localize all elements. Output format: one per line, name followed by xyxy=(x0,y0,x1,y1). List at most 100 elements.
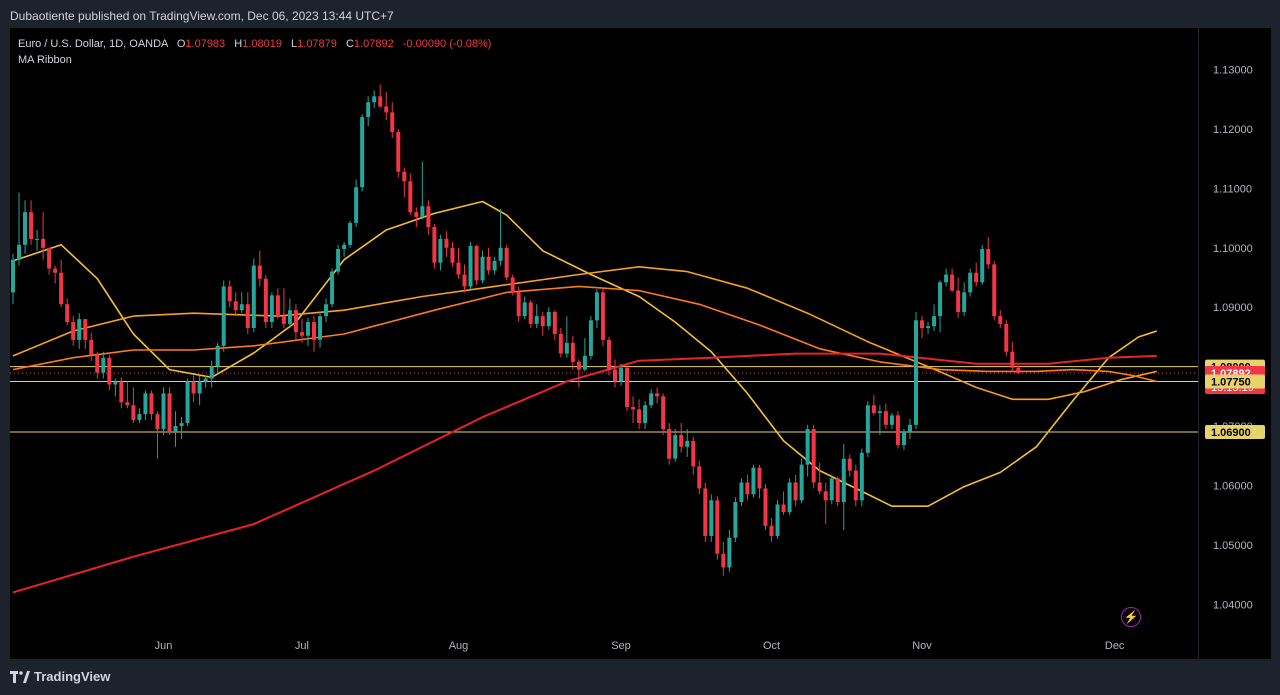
candle xyxy=(938,280,943,333)
candle xyxy=(576,359,581,388)
candle-body xyxy=(438,238,443,263)
candle xyxy=(492,256,497,275)
candle-body xyxy=(191,381,196,394)
candle-body xyxy=(161,393,166,430)
candle-body xyxy=(986,249,991,265)
candle-body xyxy=(372,96,377,103)
candle xyxy=(257,250,262,287)
price-tick-label: 1.12000 xyxy=(1213,124,1253,136)
candle-body xyxy=(227,286,232,302)
candle xyxy=(384,92,389,121)
ma_slow-line xyxy=(12,285,1157,383)
candle-body xyxy=(131,405,136,421)
price-tick-label: 1.13000 xyxy=(1213,65,1253,77)
candle-body xyxy=(932,316,937,327)
candle xyxy=(745,474,750,501)
candle-body xyxy=(420,206,425,217)
candle xyxy=(408,173,413,216)
candle-body xyxy=(558,333,563,354)
candle-body xyxy=(613,369,617,382)
candle xyxy=(895,411,900,449)
candle-body xyxy=(787,482,792,513)
candle xyxy=(360,114,365,192)
candle-body xyxy=(980,249,985,283)
candle-body xyxy=(450,247,455,263)
candle-body xyxy=(17,244,22,260)
candle xyxy=(823,482,828,525)
candle xyxy=(907,418,912,440)
candle-body xyxy=(968,272,973,293)
candle-body xyxy=(47,247,52,269)
candle xyxy=(733,497,738,542)
legend-change: -0.00090 (-0.08%) xyxy=(402,38,492,50)
ma_long-line xyxy=(12,352,1157,594)
candle-body xyxy=(661,396,666,430)
candle xyxy=(625,365,630,412)
candle xyxy=(528,300,533,329)
price-tick-label: 1.05000 xyxy=(1213,540,1253,552)
candle-body xyxy=(751,467,756,495)
candle-body xyxy=(757,467,762,489)
candle xyxy=(661,393,666,435)
candle-body xyxy=(727,537,732,568)
candle-body xyxy=(23,212,28,245)
tradingview-logo[interactable]: TradingView xyxy=(10,669,110,684)
candle xyxy=(998,310,1003,329)
candle xyxy=(41,212,46,260)
legend-ohlc-row: Euro / U.S. Dollar, 1D, OANDA O1.07983 H… xyxy=(18,36,491,52)
candle xyxy=(853,464,858,507)
candlestick-chart[interactable]: Jun Jul Aug Sep Oct Nov Dec xyxy=(10,28,1198,659)
candle xyxy=(594,289,599,329)
candle xyxy=(679,423,684,453)
candle-body xyxy=(360,117,365,188)
legend-close-label: C xyxy=(345,38,354,50)
candle xyxy=(847,454,852,477)
candle-body xyxy=(709,500,714,536)
candle-body xyxy=(77,319,82,340)
candle xyxy=(354,179,359,228)
candle xyxy=(709,494,714,542)
candle xyxy=(691,436,696,475)
candle xyxy=(883,403,888,430)
candle-body xyxy=(312,322,316,340)
price-level-tag[interactable]: 1.07750 xyxy=(1205,374,1265,389)
price-level-tag[interactable]: 1.06900 xyxy=(1205,424,1265,439)
candle xyxy=(950,268,955,293)
candle-body xyxy=(348,222,353,245)
candle-body xyxy=(486,256,491,271)
candle xyxy=(372,90,377,109)
candle xyxy=(155,411,160,459)
candle xyxy=(974,262,979,287)
candle xyxy=(450,241,455,267)
candle xyxy=(287,298,292,329)
candle xyxy=(149,390,154,421)
candle xyxy=(293,304,298,340)
candle-body xyxy=(938,282,943,317)
publish-text: Dubaotiente published on TradingView.com… xyxy=(10,9,394,23)
candle xyxy=(552,310,557,340)
candle xyxy=(53,265,58,284)
candle-body xyxy=(769,525,774,536)
legend-close-value: 1.07892 xyxy=(353,38,394,50)
candle xyxy=(221,280,226,352)
candle xyxy=(817,462,822,495)
candle-body xyxy=(179,423,184,427)
chart-pane[interactable]: Jun Jul Aug Sep Oct Nov Dec xyxy=(10,28,1198,659)
candle-body xyxy=(41,238,46,248)
candle-body xyxy=(197,381,202,394)
candle xyxy=(932,304,937,331)
tradingview-logo-icon xyxy=(10,670,30,683)
price-tag-bg xyxy=(1205,424,1265,439)
candle xyxy=(173,411,178,447)
candle xyxy=(697,460,702,495)
legend-indicator[interactable]: MA Ribbon xyxy=(18,54,72,66)
candle xyxy=(877,405,882,435)
candle-body xyxy=(167,393,172,432)
candle-body xyxy=(29,212,34,239)
candle-body xyxy=(865,405,870,453)
lightning-icon[interactable]: ⚡ xyxy=(1121,607,1141,627)
candle xyxy=(468,241,473,290)
candle xyxy=(438,234,443,271)
price-axis[interactable]: 1.130001.120001.110001.100001.090001.080… xyxy=(1198,28,1271,659)
candle-body xyxy=(402,171,407,182)
